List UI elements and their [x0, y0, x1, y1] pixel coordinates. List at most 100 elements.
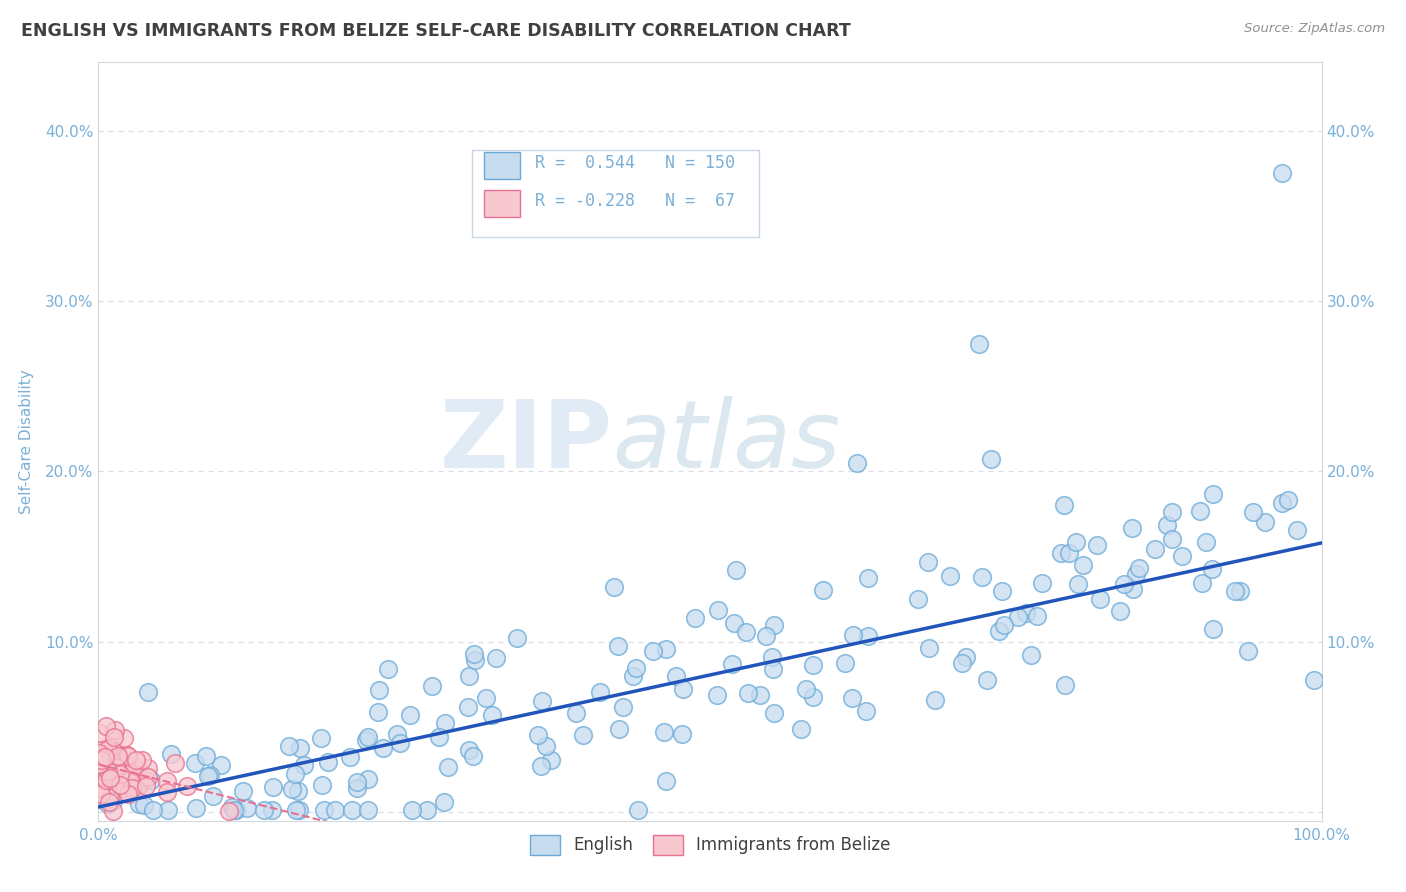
- Point: [955, 649, 977, 664]
- FancyBboxPatch shape: [471, 150, 759, 236]
- Point: [1122, 582, 1144, 597]
- Point: [939, 569, 962, 583]
- Point: [156, 784, 179, 798]
- Point: [98, 747, 121, 761]
- Point: [357, 772, 380, 787]
- Point: [1125, 567, 1147, 582]
- Point: [100, 770, 122, 784]
- Point: [160, 747, 183, 761]
- Point: [475, 691, 498, 706]
- Point: [288, 804, 311, 818]
- Point: [89, 762, 111, 776]
- Point: [94, 719, 117, 733]
- Point: [89, 781, 111, 796]
- Point: [112, 731, 135, 745]
- Point: [1114, 577, 1136, 591]
- Point: [287, 784, 309, 798]
- Point: [976, 673, 998, 688]
- Point: [346, 775, 368, 789]
- Point: [427, 730, 450, 744]
- Point: [1201, 561, 1223, 575]
- Point: [104, 772, 127, 787]
- Point: [1057, 546, 1080, 560]
- Point: [967, 336, 990, 351]
- Point: [156, 774, 179, 789]
- Point: [755, 629, 778, 643]
- Point: [129, 777, 152, 791]
- Point: [801, 690, 824, 704]
- Text: R =  0.544   N = 150: R = 0.544 N = 150: [536, 154, 735, 172]
- Point: [1050, 546, 1073, 560]
- Point: [112, 780, 135, 795]
- Point: [918, 640, 941, 655]
- Point: [94, 750, 117, 764]
- Point: [1085, 538, 1108, 552]
- Point: [917, 555, 939, 569]
- Point: [463, 647, 485, 661]
- Text: R = -0.228   N =  67: R = -0.228 N = 67: [536, 192, 735, 211]
- Point: [388, 736, 411, 750]
- Point: [1277, 492, 1299, 507]
- Point: [103, 744, 125, 758]
- Point: [1071, 558, 1094, 572]
- Point: [111, 772, 134, 786]
- Point: [117, 768, 139, 782]
- Point: [416, 804, 439, 818]
- Point: [93, 769, 115, 783]
- Point: [1195, 535, 1218, 549]
- Point: [607, 722, 630, 736]
- Point: [723, 615, 745, 630]
- Point: [97, 797, 120, 811]
- Point: [201, 789, 224, 803]
- Point: [437, 760, 460, 774]
- Point: [89, 726, 111, 740]
- Point: [222, 804, 245, 818]
- Point: [339, 750, 361, 764]
- Point: [433, 795, 456, 809]
- Point: [136, 770, 159, 784]
- Point: [665, 668, 688, 682]
- Point: [98, 795, 121, 809]
- Point: [834, 656, 856, 670]
- Point: [90, 753, 112, 767]
- Point: [285, 804, 308, 818]
- Point: [457, 743, 479, 757]
- Point: [841, 690, 863, 705]
- Legend: English, Immigrants from Belize: English, Immigrants from Belize: [523, 828, 897, 862]
- Point: [1108, 604, 1130, 618]
- Point: [1156, 518, 1178, 533]
- Point: [103, 731, 125, 745]
- Point: [87, 756, 110, 771]
- Point: [218, 804, 240, 818]
- Point: [536, 739, 558, 753]
- Point: [232, 784, 254, 798]
- Point: [98, 791, 121, 805]
- Point: [367, 705, 389, 719]
- Point: [128, 797, 150, 812]
- Point: [90, 768, 112, 782]
- Point: [346, 781, 368, 796]
- Point: [1271, 166, 1294, 180]
- Point: [485, 650, 508, 665]
- Point: [1191, 575, 1213, 590]
- Point: [122, 774, 145, 789]
- Y-axis label: Self-Care Disability: Self-Care Disability: [18, 369, 34, 514]
- Point: [399, 708, 422, 723]
- Point: [683, 610, 706, 624]
- Point: [90, 753, 112, 767]
- Point: [763, 706, 786, 720]
- Point: [292, 757, 315, 772]
- Point: [1064, 534, 1087, 549]
- Point: [706, 688, 728, 702]
- Point: [125, 782, 148, 797]
- Point: [1144, 542, 1167, 557]
- Point: [845, 456, 868, 470]
- Point: [357, 730, 380, 744]
- Point: [458, 668, 481, 682]
- Point: [117, 749, 139, 764]
- Point: [1121, 521, 1143, 535]
- Point: [1285, 523, 1308, 537]
- Point: [420, 679, 443, 693]
- Point: [626, 661, 648, 675]
- Point: [340, 804, 363, 818]
